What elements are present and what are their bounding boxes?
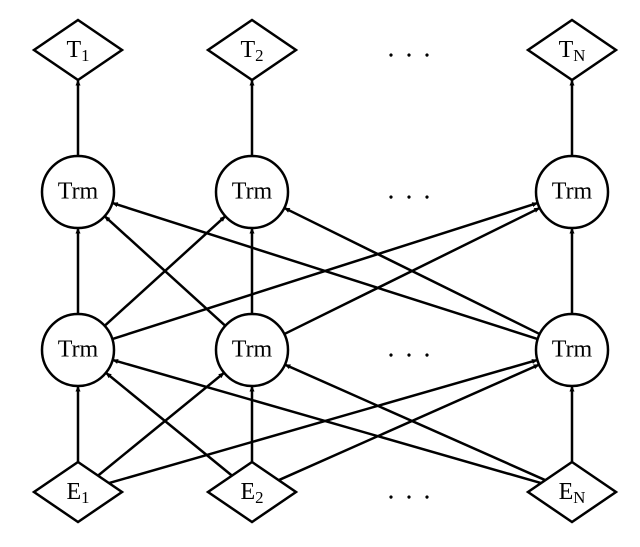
svg-text:EN: EN	[559, 479, 586, 507]
node-Trm-upper-0: Trm	[42, 156, 114, 228]
ellipsis-T: . . .	[388, 32, 433, 63]
svg-text:T2: T2	[240, 37, 263, 65]
svg-text:E2: E2	[240, 479, 263, 507]
node-T-0: T1	[34, 20, 122, 80]
svg-text:Trm: Trm	[552, 337, 593, 363]
node-Trm-upper-1: Trm	[216, 156, 288, 228]
node-Trm-upper-2: Trm	[536, 156, 608, 228]
svg-text:E1: E1	[66, 479, 89, 507]
node-Trm-lower-0: Trm	[42, 314, 114, 386]
ellipsis-Trm-upper: . . .	[388, 174, 433, 205]
node-T-2: TN	[528, 20, 616, 80]
node-Trm-lower-2: Trm	[536, 314, 608, 386]
ellipsis-Trm-lower: . . .	[388, 332, 433, 363]
node-Trm-lower-1: Trm	[216, 314, 288, 386]
node-E-2: EN	[528, 462, 616, 522]
svg-text:T1: T1	[66, 37, 89, 65]
svg-text:Trm: Trm	[232, 337, 273, 363]
arrow-E-0-to-Trm_lower-1	[98, 373, 224, 476]
svg-text:Trm: Trm	[58, 179, 99, 205]
svg-text:Trm: Trm	[552, 179, 593, 205]
node-E-0: E1	[34, 462, 122, 522]
svg-text:TN: TN	[559, 37, 586, 65]
svg-text:Trm: Trm	[232, 179, 273, 205]
node-T-1: T2	[208, 20, 296, 80]
ellipsis-E: . . .	[388, 474, 433, 505]
node-E-1: E2	[208, 462, 296, 522]
svg-text:Trm: Trm	[58, 337, 99, 363]
